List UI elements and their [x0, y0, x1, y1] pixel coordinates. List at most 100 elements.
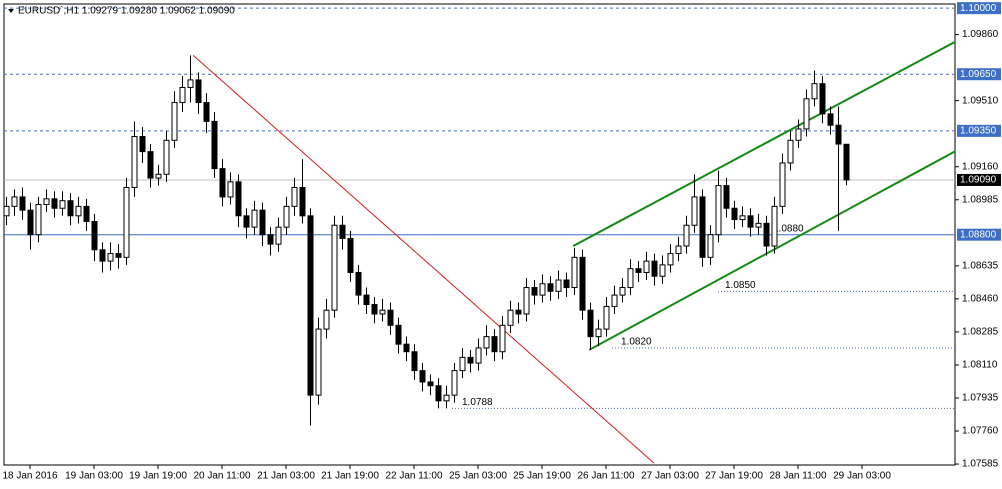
- candle-body: [235, 181, 242, 217]
- price-label-bg: [957, 228, 1001, 241]
- x-tick-label: 19 Jan 19:00: [129, 471, 187, 482]
- candle-body: [291, 186, 298, 207]
- candle-body: [131, 136, 138, 188]
- candles: [4, 55, 850, 426]
- candle-body: [747, 215, 754, 228]
- candle-body: [403, 343, 410, 353]
- x-tick-label: 29 Jan 03:00: [833, 471, 891, 482]
- candle-body: [171, 102, 178, 141]
- chart-title: EURUSD`,H1 1.09279 1.09280 1.09062 1.090…: [18, 5, 235, 17]
- candle-body: [843, 143, 850, 181]
- candle-body: [259, 209, 266, 236]
- x-tick-label: 21 Jan 03:00: [257, 471, 315, 482]
- candle-body: [91, 220, 98, 251]
- candle-body: [451, 370, 458, 396]
- candle-body: [667, 253, 674, 266]
- candle-body: [643, 260, 650, 273]
- candle-body: [115, 253, 122, 258]
- candle-body: [515, 309, 522, 315]
- marked-level-label: 1.0820: [621, 337, 652, 348]
- x-tick-label: 18 Jan 2016: [2, 471, 57, 482]
- candle-body: [339, 224, 346, 239]
- candle-body: [651, 260, 658, 277]
- y-tick-label: 1.09510: [962, 95, 999, 106]
- candle-body: [219, 168, 226, 198]
- candle-body: [827, 113, 834, 126]
- x-tick-label: 26 Jan 11:00: [577, 471, 635, 482]
- candle-body: [467, 356, 474, 364]
- candle-body: [547, 283, 554, 292]
- candle-body: [283, 205, 290, 228]
- price-label: 1.09350: [960, 126, 997, 137]
- candle-body: [435, 385, 442, 402]
- x-tick-label: 28 Jan 11:00: [769, 471, 827, 482]
- candle-body: [771, 205, 778, 247]
- x-tick-label: 25 Jan 03:00: [449, 471, 507, 482]
- candle-body: [475, 347, 482, 364]
- candle-body: [123, 186, 130, 258]
- candle-body: [603, 305, 610, 330]
- candle-body: [275, 226, 282, 245]
- marked-level-label: 1.0788: [462, 397, 493, 408]
- candle-body: [699, 196, 706, 258]
- candle-body: [635, 268, 642, 273]
- candle-body: [459, 356, 466, 372]
- candle-body: [835, 124, 842, 145]
- candle-body: [323, 309, 330, 330]
- candle-body: [523, 287, 530, 315]
- candle-body: [163, 139, 170, 175]
- candle-body: [267, 234, 274, 245]
- candle-body: [811, 83, 818, 100]
- y-tick-label: 1.08285: [962, 327, 999, 338]
- price-label: 1.09090: [960, 175, 997, 186]
- candle-body: [763, 222, 770, 247]
- candle-body: [779, 162, 786, 207]
- candle-body: [659, 264, 666, 277]
- candle-body: [139, 136, 146, 153]
- candle-body: [595, 328, 602, 338]
- x-tick-label: 19 Jan 03:00: [65, 471, 123, 482]
- menu-icon[interactable]: [8, 9, 14, 13]
- price-label-bg: [957, 173, 1001, 186]
- marked-level-label: 1.0880: [773, 223, 804, 234]
- y-tick-label: 1.07935: [962, 393, 999, 404]
- candle-body: [819, 83, 826, 115]
- candle-body: [227, 181, 234, 198]
- candle-body: [179, 86, 186, 104]
- candle-body: [755, 222, 762, 228]
- candle-body: [347, 237, 354, 273]
- candle-body: [483, 336, 490, 349]
- y-tick-label: 1.09860: [962, 29, 999, 40]
- x-tick-label: 25 Jan 19:00: [513, 471, 571, 482]
- candle-body: [739, 215, 746, 221]
- y-tick-label: 1.09160: [962, 161, 999, 172]
- candle-body: [67, 200, 74, 217]
- candle-body: [531, 287, 538, 296]
- price-label-bg: [957, 124, 1001, 137]
- candle-body: [307, 215, 314, 396]
- candle-body: [427, 381, 434, 387]
- candle-body: [187, 79, 194, 88]
- x-tick-label: 22 Jan 11:00: [385, 471, 443, 482]
- candle-body: [571, 256, 578, 289]
- candle-body: [251, 209, 258, 228]
- candle-body: [27, 209, 34, 236]
- candle-body: [355, 271, 362, 296]
- candle-body: [203, 102, 210, 122]
- trendline: [588, 150, 955, 351]
- candle-body: [19, 196, 26, 211]
- candle-body: [315, 328, 322, 396]
- candle-body: [627, 268, 634, 289]
- price-label-bg: [957, 2, 1001, 15]
- candle-body: [683, 224, 690, 247]
- candle-body: [611, 294, 618, 307]
- y-tick-label: 1.07585: [962, 459, 999, 470]
- x-tick-label: 27 Jan 03:00: [641, 471, 699, 482]
- candle-body: [491, 336, 498, 353]
- candle-body: [387, 309, 394, 326]
- price-label: 1.10000: [960, 3, 997, 14]
- price-label-bg: [957, 68, 1001, 81]
- candle-body: [587, 309, 594, 338]
- trendlines: [192, 40, 955, 464]
